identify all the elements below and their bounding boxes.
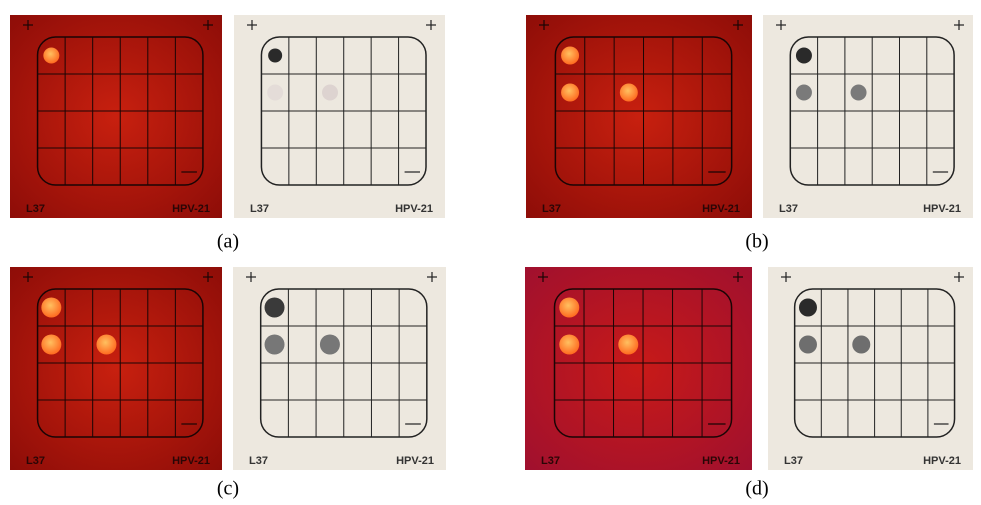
strip-label: L37 — [26, 203, 45, 215]
photo: L37 HPV-21 — [233, 267, 446, 470]
photo: L37 HPV-21 — [768, 267, 973, 470]
strip-label: L37 — [249, 455, 268, 467]
strip-label: L37 — [541, 455, 560, 467]
test-spot — [41, 298, 61, 318]
figure: (a) (b) (c) (d) L37 HPV-21 L37 HPV-21 L37 HPV… — [0, 0, 981, 505]
photo-background — [233, 267, 446, 470]
test-spot — [796, 85, 812, 101]
caption: (d) — [745, 478, 768, 500]
test-spot — [43, 48, 59, 64]
caption: (c) — [217, 478, 239, 500]
photo-background — [526, 15, 752, 218]
strip-label: HPV-21 — [396, 455, 434, 467]
test-spot — [268, 49, 282, 63]
test-spot — [96, 335, 116, 355]
caption: (a) — [217, 231, 239, 253]
test-spot — [265, 335, 285, 355]
test-spot — [561, 84, 579, 102]
strip-label: L37 — [26, 455, 45, 467]
strip-label: HPV-21 — [923, 203, 961, 215]
photo: L37 HPV-21 — [526, 15, 752, 218]
strip-label: HPV-21 — [923, 455, 961, 467]
test-spot — [796, 48, 812, 64]
photo-background — [525, 267, 752, 470]
test-spot — [561, 47, 579, 65]
strip-label: HPV-21 — [395, 203, 433, 215]
photo-background — [10, 267, 222, 470]
photo-background — [10, 15, 222, 218]
photo-background — [234, 15, 445, 218]
test-spot — [320, 335, 340, 355]
caption: (b) — [745, 231, 768, 253]
test-spot — [267, 85, 283, 101]
photo-background — [763, 15, 973, 218]
photo: L37 HPV-21 — [10, 267, 222, 470]
photo: L37 HPV-21 — [763, 15, 973, 218]
strip-label: L37 — [542, 203, 561, 215]
test-spot — [799, 299, 817, 317]
strip-label: HPV-21 — [172, 455, 210, 467]
strip-label: L37 — [779, 203, 798, 215]
test-spot — [852, 336, 870, 354]
photo: L37 HPV-21 — [525, 267, 752, 470]
test-spot — [799, 336, 817, 354]
strip-label: L37 — [250, 203, 269, 215]
test-spot — [618, 335, 638, 355]
photo-background — [768, 267, 973, 470]
strip-label: HPV-21 — [172, 203, 210, 215]
strip-label: HPV-21 — [702, 203, 740, 215]
test-spot — [559, 298, 579, 318]
test-spot — [322, 85, 338, 101]
strip-label: HPV-21 — [702, 455, 740, 467]
test-spot — [620, 84, 638, 102]
test-spot — [851, 85, 867, 101]
test-spot — [559, 335, 579, 355]
test-spot — [41, 335, 61, 355]
strip-label: L37 — [784, 455, 803, 467]
test-spot — [265, 298, 285, 318]
photo: L37 HPV-21 — [234, 15, 445, 218]
photo: L37 HPV-21 — [10, 15, 222, 218]
